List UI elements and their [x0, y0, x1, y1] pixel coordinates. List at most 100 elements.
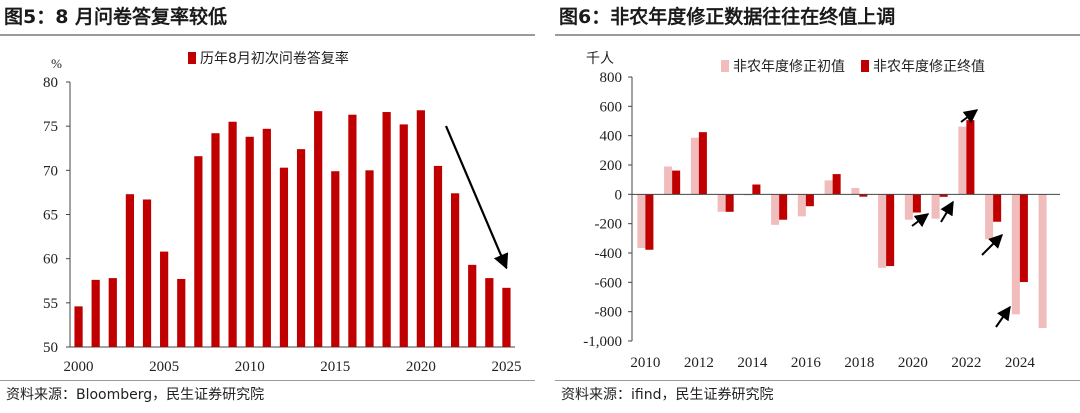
y-tick-label: 65 [43, 208, 58, 224]
bar-2018 [382, 112, 391, 348]
y-tick-label: 0 [615, 187, 623, 203]
x-tick-label: 2018 [844, 355, 874, 371]
bar-final-2021 [939, 194, 948, 197]
bar-2005 [160, 251, 169, 347]
bar-2021 [433, 165, 443, 347]
bar-final-2010 [645, 194, 654, 250]
y-tick-label: -800 [595, 305, 623, 321]
y-tick-label: -400 [595, 246, 623, 262]
bar-initial-2021 [931, 194, 940, 219]
y-tick-label: 200 [600, 158, 623, 174]
y-tick-label: 400 [600, 129, 623, 145]
x-tick-label: 2014 [737, 355, 768, 371]
x-tick-label: 2010 [235, 359, 265, 375]
bar-2025 [502, 287, 511, 347]
bar-initial-2020 [904, 194, 913, 220]
bar-initial-2022 [958, 126, 967, 195]
source-divider [0, 380, 535, 381]
bar-final-2014 [752, 184, 761, 195]
y-tick-label: 800 [600, 70, 623, 86]
source-note: 资料来源：ifind，民生证券研究院 [561, 387, 774, 403]
bar-initial-2018 [851, 188, 860, 195]
x-tick-label: 2020 [898, 355, 928, 371]
bar-2013 [296, 149, 306, 347]
title-divider [0, 34, 535, 36]
bar-2014 [314, 111, 323, 348]
y-axis-unit: % [51, 56, 62, 71]
bar-initial-2016 [797, 194, 806, 217]
x-tick-label: 2016 [791, 355, 822, 371]
annotation-arrow-3 [960, 109, 979, 124]
bar-2004 [142, 199, 152, 347]
x-tick-label: 2025 [491, 359, 521, 375]
bar-2022 [450, 193, 460, 347]
y-tick-label: 75 [43, 119, 58, 135]
bar-2000 [74, 306, 83, 347]
bar-final-2015 [779, 194, 788, 220]
bar-final-2020 [912, 194, 921, 213]
bar-final-2013 [725, 194, 734, 212]
chart-title: 图5：8 月问卷答复率较低 [4, 6, 228, 28]
bar-initial-2023 [985, 194, 994, 240]
bar-2007 [194, 156, 203, 347]
bar-2002 [108, 278, 117, 347]
bar-initial-2011 [664, 166, 673, 195]
y-tick-label: -600 [595, 275, 623, 291]
annotation-arrow-2 [940, 200, 954, 223]
annotation-arrow-1 [911, 213, 930, 228]
y-tick-label: 600 [600, 99, 623, 115]
bar-2023 [468, 264, 477, 347]
bar-2006 [177, 278, 186, 347]
bar-2003 [125, 194, 135, 347]
annotation-arrow-4 [981, 234, 1003, 256]
bar-initial-2012 [690, 137, 699, 195]
bar-final-2012 [698, 132, 707, 195]
bar-final-2016 [805, 194, 814, 207]
bar-initial-2014 [744, 194, 753, 196]
x-tick-label: 2024 [1005, 355, 1036, 371]
bar-initial-2015 [771, 194, 780, 225]
chart-title: 图6：非农年度修正数据往往在终值上调 [559, 6, 896, 28]
bar-initial-2024 [1011, 194, 1020, 315]
legend-swatch-final [861, 60, 869, 72]
y-tick-label: -1,000 [583, 334, 622, 350]
legend-label-final: 非农年度修正终值 [873, 59, 985, 75]
y-tick-label: -200 [595, 217, 623, 233]
bar-final-2024 [1019, 194, 1028, 283]
bar-2017 [365, 170, 374, 347]
y-axis-unit: 千人 [586, 51, 614, 67]
x-tick-label: 2020 [406, 359, 436, 375]
legend-swatch-initial [721, 60, 729, 72]
x-tick-label: 2012 [684, 355, 714, 371]
bar-2016 [348, 114, 357, 347]
y-tick-label: 70 [43, 163, 58, 179]
legend-label: 历年8月初次问卷答复率 [200, 50, 349, 67]
bar-initial-2010 [637, 194, 646, 249]
chart-panel-payroll-revision: 图6：非农年度修正数据往往在终值上调 800 600 400 200 0 -200 -400… [555, 0, 1080, 413]
source-note: 资料来源：Bloomberg，民生证券研究院 [6, 387, 265, 403]
bar-final-2017 [832, 174, 841, 195]
bar-final-2023 [993, 194, 1002, 222]
y-tick-label: 55 [43, 296, 58, 312]
bar-final-2019 [886, 194, 895, 267]
bar-final-2011 [672, 170, 681, 195]
x-tick-label: 2000 [64, 359, 94, 375]
bar-chart-payroll-revision: 800 600 400 200 0 -200 -400 -600 -800 -1,000 千人 201… [583, 51, 1060, 371]
bar-2010 [245, 136, 254, 347]
bar-2019 [399, 124, 408, 348]
legend-swatch [188, 52, 196, 64]
bar-initial-2019 [878, 194, 887, 268]
bar-initial-2025 [1038, 194, 1047, 328]
y-tick-label: 80 [43, 75, 58, 91]
bar-2008 [211, 133, 220, 347]
bar-chart-answer-rate: 50 55 60 65 70 75 80% 2000 2005 2010 2015 2020 2025 历… [43, 50, 521, 375]
y-tick-label: 50 [43, 340, 58, 356]
legend-label-initial: 非农年度修正初值 [733, 58, 845, 75]
x-tick-label: 2010 [630, 355, 660, 371]
bar-final-2022 [966, 120, 975, 195]
bar-2015 [331, 171, 340, 347]
annotation-arrow-5 [995, 305, 1011, 328]
bar-2012 [279, 167, 289, 347]
x-tick-label: 2015 [320, 359, 350, 375]
bar-initial-2013 [717, 194, 726, 212]
